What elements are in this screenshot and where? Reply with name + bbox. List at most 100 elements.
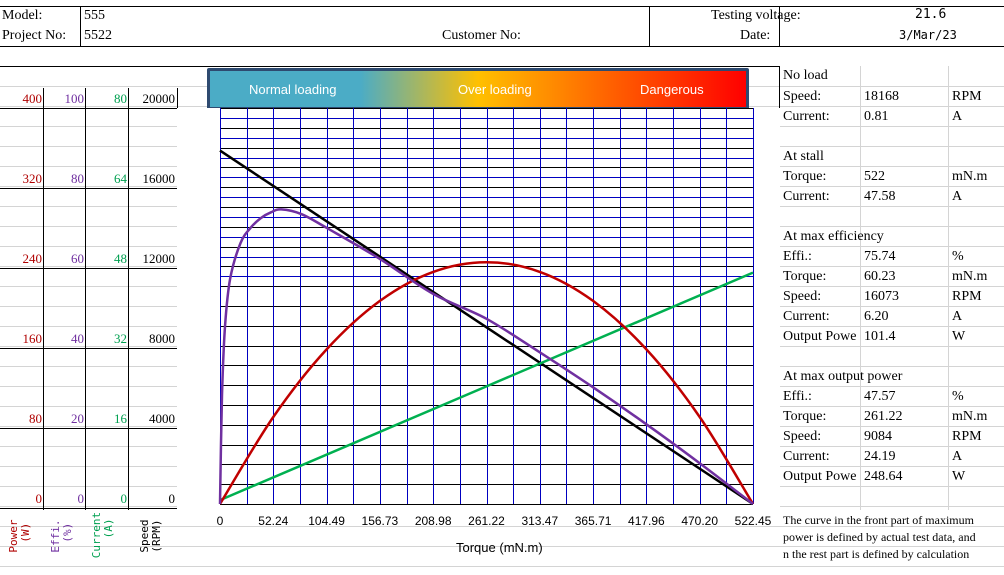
voltage-value[interactable]: 21.6 [915, 7, 947, 22]
maxeff-torque-label: Torque: [783, 269, 827, 284]
x-tick-label: 52.24 [258, 514, 289, 528]
stall-current-label: Current: [783, 189, 830, 204]
x-tick-label: 470.20 [681, 514, 719, 528]
project-label: Project No: [2, 28, 67, 43]
noload-current-unit: A [952, 109, 963, 124]
efficiency-series-line [218, 208, 754, 505]
stall-current-value: 47.58 [864, 189, 896, 204]
x-tick-label: 156.73 [361, 514, 399, 528]
x-axis-label: Torque (mN.m) [456, 540, 543, 555]
note-line-1: The curve in the front part of maximum [783, 513, 974, 527]
maxout-current-label: Current: [783, 449, 830, 464]
power-axis-tick: 240 [22, 251, 43, 266]
noload-current-value: 0.81 [864, 109, 889, 124]
maxeff-current-value: 6.20 [864, 309, 889, 324]
noload-speed-unit: RPM [952, 89, 982, 104]
x-tick-label: 0 [216, 514, 224, 528]
stall-torque-unit: mN.m [952, 169, 988, 184]
maxeff-speed-label: Speed: [783, 289, 822, 304]
power-series-line [218, 260, 755, 505]
maxout-speed-label: Speed: [783, 429, 822, 444]
banner-danger-label: Dangerous [640, 82, 704, 97]
effi-axis-tick: 40 [71, 331, 84, 346]
noload-current-label: Current: [783, 109, 830, 124]
maxeff-eff-unit: % [952, 249, 964, 264]
model-value[interactable]: 555 [84, 8, 105, 23]
power-axis-tick: 160 [22, 331, 43, 346]
maxout-torque-unit: mN.m [952, 409, 988, 424]
effi-axis-tick: 80 [71, 171, 84, 186]
speed-axis-tick: 12000 [142, 251, 176, 266]
date-label: Date: [740, 28, 771, 43]
effi-axis-tick: 20 [71, 411, 84, 426]
stall-current-unit: A [952, 189, 963, 204]
maxeff-output-value: 101.4 [864, 329, 896, 344]
speed-axis-tick: 4000 [149, 411, 175, 426]
maxeff-speed-unit: RPM [952, 289, 982, 304]
maxeff-output-unit: W [952, 329, 966, 344]
x-tick-label: 313.47 [521, 514, 559, 528]
x-tick-label: 261.22 [468, 514, 505, 528]
maxeff-eff-label: Effi.: [783, 249, 812, 264]
effi-axis-tick: 0 [77, 491, 85, 506]
project-value[interactable]: 5522 [84, 28, 112, 43]
current-series-line [219, 271, 754, 502]
x-tick-label: 522.45 [734, 514, 772, 528]
maxout-title: At max output power [783, 369, 903, 384]
current-axis-tick: 48 [114, 251, 127, 266]
note-line-3: n the rest part is defined by calculatio… [783, 547, 970, 561]
note-line-2: power is defined by actual test data, an… [783, 530, 976, 544]
x-tick-label: 208.98 [414, 514, 452, 528]
effi-axis-tick: 60 [71, 251, 84, 266]
model-label: Model: [2, 8, 43, 23]
maxeff-torque-value: 60.23 [864, 269, 896, 284]
x-tick-label: 365.71 [574, 514, 612, 528]
customer-label: Customer No: [442, 28, 521, 43]
maxeff-torque-unit: mN.m [952, 269, 988, 284]
maxout-speed-value: 9084 [864, 429, 892, 444]
x-tick-label: 417.96 [628, 514, 665, 528]
maxout-speed-unit: RPM [952, 429, 982, 444]
banner-over-label: Over loading [458, 82, 532, 97]
power-axis-tick: 80 [29, 411, 42, 426]
speed-axis-tick: 20000 [142, 91, 176, 106]
current-axis-tick: 32 [114, 331, 127, 346]
noload-speed-value: 18168 [864, 89, 899, 104]
power-axis-tick: 320 [22, 171, 43, 186]
stall-title: At stall [783, 149, 824, 164]
speed-axis-tick: 0 [168, 491, 176, 506]
noload-speed-label: Speed: [783, 89, 822, 104]
voltage-label: Testing voltage: [711, 8, 801, 23]
current-axis-tick: 0 [120, 491, 128, 506]
power-axis-tick: 400 [22, 91, 43, 106]
maxeff-current-unit: A [952, 309, 963, 324]
speed-axis-tick: 16000 [142, 171, 176, 186]
date-value[interactable]: 3/Mar/23 [899, 28, 957, 42]
maxeff-speed-value: 16073 [864, 289, 899, 304]
stall-torque-label: Torque: [783, 169, 827, 184]
maxout-current-value: 24.19 [864, 449, 896, 464]
x-tick-label: 104.49 [308, 514, 345, 528]
noload-title: No load [783, 68, 828, 83]
maxeff-title: At max efficiency [783, 229, 884, 244]
power-axis-tick: 0 [35, 491, 43, 506]
maxout-eff-label: Effi.: [783, 389, 812, 404]
maxout-current-unit: A [952, 449, 963, 464]
maxout-eff-value: 47.57 [864, 389, 896, 404]
maxout-torque-value: 261.22 [864, 409, 903, 424]
maxout-output-value: 248.64 [864, 469, 903, 484]
speed-axis-tick: 8000 [149, 331, 175, 346]
maxout-output-unit: W [952, 469, 966, 484]
maxeff-output-label: Output Powe [783, 329, 857, 344]
maxeff-eff-value: 75.74 [864, 249, 896, 264]
maxeff-current-label: Current: [783, 309, 830, 324]
current-axis-tick: 16 [114, 411, 127, 426]
stall-torque-value: 522 [864, 169, 885, 184]
maxout-eff-unit: % [952, 389, 964, 404]
effi-axis-tick: 100 [64, 91, 85, 106]
current-axis-tick: 80 [114, 91, 127, 106]
maxout-output-label: Output Powe [783, 469, 857, 484]
speed-series-line [219, 149, 754, 506]
current-axis-tick: 64 [114, 171, 127, 186]
